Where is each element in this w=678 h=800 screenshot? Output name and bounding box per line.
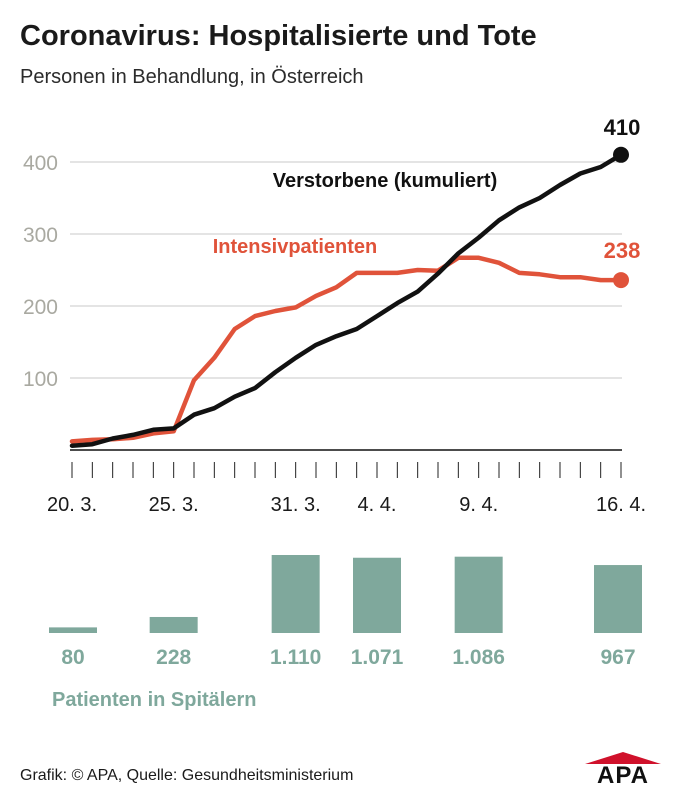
logo-roof-icon	[585, 752, 661, 764]
hospital-bar-value: 228	[156, 646, 191, 669]
source-credit: Grafik: © APA, Quelle: Gesundheitsminist…	[20, 767, 354, 784]
hospital-bar	[353, 557, 401, 633]
hospital-bars-title: Patienten in Spitälern	[52, 689, 256, 711]
y-tick-label: 300	[23, 224, 58, 247]
hospital-bar	[594, 565, 642, 633]
hospital-bar-value: 1.086	[452, 646, 505, 669]
hospital-bar-value: 1.110	[270, 646, 321, 669]
x-tick-label: 31. 3.	[271, 494, 321, 516]
endpoint-intensivpatienten	[613, 272, 629, 289]
hospital-bar	[271, 555, 320, 633]
y-tick-label: 400	[23, 152, 58, 175]
hospital-bar	[149, 616, 198, 633]
logo-wordmark: APA	[597, 762, 649, 789]
chart-title: Coronavirus: Hospitalisierte und Tote	[20, 20, 537, 52]
series-label-verstorbene: Verstorbene (kumuliert)	[273, 170, 498, 192]
x-tick-label: 4. 4.	[358, 494, 397, 516]
series-line-intensivpatienten	[69, 255, 624, 444]
hospital-bar-value: 80	[61, 646, 84, 669]
x-tick-label: 20. 3.	[47, 494, 97, 516]
x-tick-label: 25. 3.	[149, 494, 199, 516]
chart-canvas: 100 200 300 400 20. 3. 25. 3. 31. 3. 4. 4. 9. 4.…	[23, 115, 646, 711]
x-tick-label: 16. 4.	[596, 494, 646, 516]
series-label-intensivpatienten: Intensivpatienten	[213, 236, 377, 258]
endpoint-verstorbene	[613, 146, 629, 163]
y-tick-label: 100	[23, 368, 58, 391]
hospital-bar-value: 967	[600, 646, 635, 669]
series-line-verstorbene	[69, 152, 624, 448]
hospital-bar	[49, 627, 97, 633]
hospital-bar-value: 1.071	[351, 646, 404, 669]
y-tick-label: 200	[23, 296, 58, 319]
end-value-verstorbene: 410	[604, 115, 641, 140]
apa-logo: APA	[585, 752, 661, 788]
hospital-bar	[454, 556, 503, 633]
chart-subtitle: Personen in Behandlung, in Österreich	[20, 66, 364, 88]
x-tick-label: 9. 4.	[459, 494, 498, 516]
end-value-intensivpatienten: 238	[604, 238, 641, 263]
